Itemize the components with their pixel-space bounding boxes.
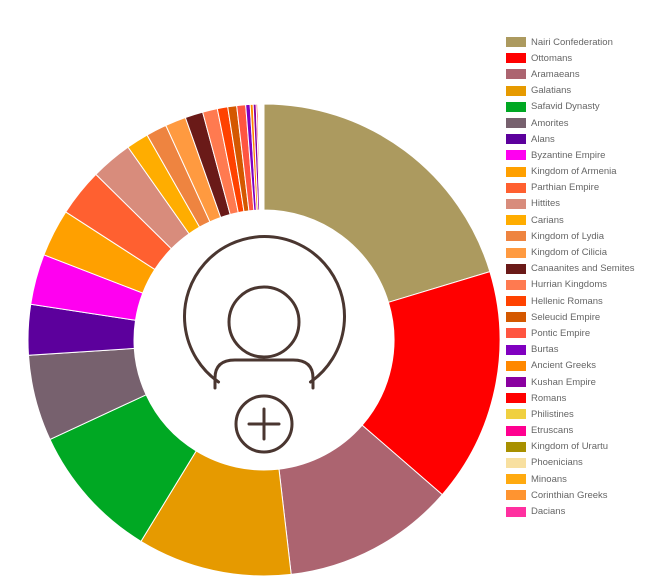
legend-label: Pontic Empire (531, 327, 591, 339)
legend-item[interactable]: Byzantine Empire (506, 147, 635, 163)
slice-dacians[interactable] (262, 103, 265, 211)
legend-item[interactable]: Philistines (506, 406, 635, 422)
legend-item[interactable]: Canaanites and Semites (506, 261, 635, 277)
legend-label: Carians (531, 214, 564, 226)
legend-item[interactable]: Kingdom of Armenia (506, 164, 635, 180)
legend-swatch (506, 263, 526, 274)
legend-item[interactable]: Burtas (506, 342, 635, 358)
legend-label: Phoenicians (531, 457, 583, 469)
legend-label: Hittites (531, 198, 561, 210)
legend-swatch (506, 69, 526, 80)
legend-swatch (506, 101, 526, 112)
legend-item[interactable]: Hurrian Kingdoms (506, 277, 635, 293)
legend-label: Kushan Empire (531, 376, 596, 388)
legend-swatch (506, 328, 526, 339)
legend-item[interactable]: Hellenic Romans (506, 293, 635, 309)
legend-swatch (506, 393, 526, 404)
legend-swatch (506, 441, 526, 452)
legend-swatch (506, 118, 526, 129)
legend-label: Kingdom of Armenia (531, 166, 617, 178)
legend-label: Hurrian Kingdoms (531, 279, 608, 291)
legend-swatch (506, 150, 526, 161)
legend-swatch (506, 134, 526, 145)
legend-label: Galatians (531, 85, 572, 97)
slice-ottomans[interactable] (361, 270, 501, 496)
legend-item[interactable]: Minoans (506, 471, 635, 487)
legend-label: Safavid Dynasty (531, 101, 600, 113)
legend-swatch (506, 425, 526, 436)
legend-item[interactable]: Alans (506, 131, 635, 147)
legend-label: Amorites (531, 117, 569, 129)
legend-swatch (506, 182, 526, 193)
legend-swatch (506, 247, 526, 258)
legend-item[interactable]: Hittites (506, 196, 635, 212)
legend-item[interactable]: Dacians (506, 503, 635, 519)
legend-swatch (506, 215, 526, 226)
legend-label: Seleucid Empire (531, 311, 601, 323)
legend-swatch (506, 312, 526, 323)
legend-swatch (506, 53, 526, 64)
legend-swatch (506, 474, 526, 485)
legend-label: Alans (531, 133, 555, 145)
legend-item[interactable]: Carians (506, 212, 635, 228)
legend-label: Corinthian Greeks (531, 489, 608, 501)
legend-item[interactable]: Pontic Empire (506, 325, 635, 341)
slices (27, 103, 501, 577)
legend-swatch (506, 37, 526, 48)
legend-label: Etruscans (531, 425, 574, 437)
legend: Nairi Confederation Ottomans Aramaeans Gala… (506, 34, 635, 520)
legend-swatch (506, 360, 526, 371)
legend-item[interactable]: Seleucid Empire (506, 309, 635, 325)
legend-swatch (506, 296, 526, 307)
legend-item[interactable]: Aramaeans (506, 66, 635, 82)
legend-label: Aramaeans (531, 68, 580, 80)
legend-item[interactable]: Galatians (506, 83, 635, 99)
legend-item[interactable]: Kingdom of Lydia (506, 228, 635, 244)
legend-item[interactable]: Ancient Greeks (506, 358, 635, 374)
legend-label: Minoans (531, 473, 567, 485)
legend-label: Ottomans (531, 52, 573, 64)
legend-swatch (506, 490, 526, 501)
legend-item[interactable]: Parthian Empire (506, 180, 635, 196)
legend-label: Canaanites and Semites (531, 263, 635, 275)
legend-label: Kingdom of Lydia (531, 230, 605, 242)
legend-item[interactable]: Etruscans (506, 423, 635, 439)
legend-item[interactable]: Romans (506, 390, 635, 406)
legend-item[interactable]: Safavid Dynasty (506, 99, 635, 115)
legend-swatch (506, 409, 526, 420)
slice-nairi-confederation[interactable] (263, 103, 491, 303)
legend-label: Dacians (531, 506, 566, 518)
legend-swatch (506, 506, 526, 517)
legend-item[interactable]: Amorites (506, 115, 635, 131)
legend-item[interactable]: Corinthian Greeks (506, 487, 635, 503)
legend-item[interactable]: Kingdom of Cilicia (506, 244, 635, 260)
legend-label: Burtas (531, 344, 559, 356)
legend-label: Parthian Empire (531, 182, 600, 194)
legend-item[interactable]: Nairi Confederation (506, 34, 635, 50)
legend-swatch (506, 166, 526, 177)
legend-swatch (506, 198, 526, 209)
legend-label: Ancient Greeks (531, 360, 596, 372)
legend-label: Romans (531, 392, 567, 404)
legend-label: Hellenic Romans (531, 295, 603, 307)
legend-label: Kingdom of Cilicia (531, 247, 608, 259)
legend-swatch (506, 344, 526, 355)
legend-label: Kingdom of Urartu (531, 441, 609, 453)
legend-item[interactable]: Kingdom of Urartu (506, 439, 635, 455)
legend-item[interactable]: Ottomans (506, 50, 635, 66)
legend-swatch (506, 377, 526, 388)
legend-label: Philistines (531, 408, 574, 420)
legend-label: Nairi Confederation (531, 36, 613, 48)
legend-item[interactable]: Phoenicians (506, 455, 635, 471)
legend-swatch (506, 85, 526, 96)
legend-swatch (506, 279, 526, 290)
add-user-icon (183, 235, 346, 454)
legend-swatch (506, 231, 526, 242)
legend-swatch (506, 457, 526, 468)
legend-label: Byzantine Empire (531, 149, 606, 161)
legend-item[interactable]: Kushan Empire (506, 374, 635, 390)
